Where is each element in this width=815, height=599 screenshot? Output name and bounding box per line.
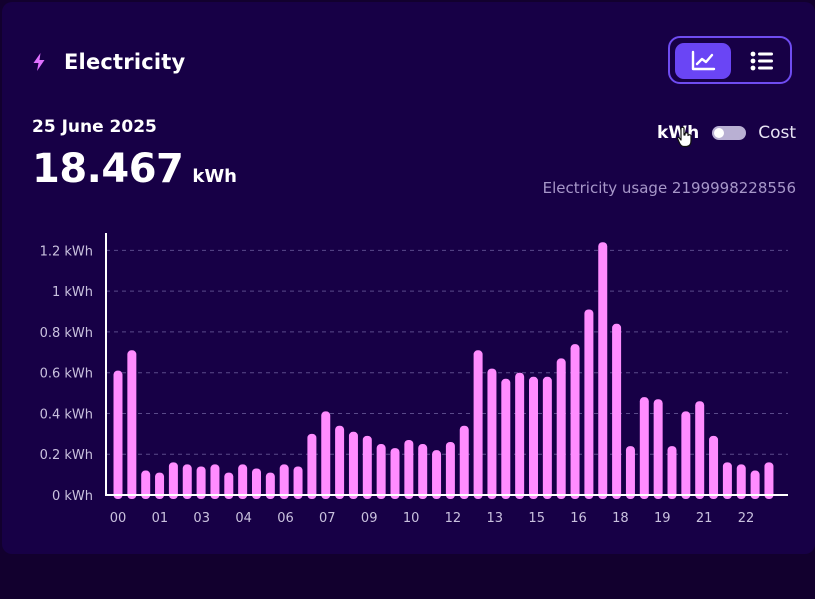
x-tick-label: 07: [319, 511, 336, 526]
usage-bar[interactable]: [764, 462, 774, 499]
y-tick-label: 1.2 kWh: [40, 244, 93, 259]
x-tick-label: 00: [110, 511, 127, 526]
usage-bar[interactable]: [348, 431, 358, 499]
x-tick-label: 04: [235, 511, 252, 526]
list-icon: [750, 51, 773, 71]
lightning-bolt-icon: [33, 53, 45, 71]
usage-bar[interactable]: [210, 464, 220, 499]
usage-bar[interactable]: [695, 401, 705, 499]
list-view-button[interactable]: [734, 43, 790, 79]
usage-bar[interactable]: [736, 464, 746, 499]
x-tick-label: 21: [696, 511, 713, 526]
card-title: Electricity: [64, 50, 186, 74]
usage-bar[interactable]: [584, 309, 594, 500]
usage-bar[interactable]: [362, 435, 372, 499]
x-tick-label: 01: [152, 511, 169, 526]
x-tick-label: 12: [445, 511, 462, 526]
usage-bar[interactable]: [432, 450, 442, 499]
y-tick-label: 0.8 kWh: [40, 326, 93, 341]
card-header: Electricity: [32, 50, 185, 74]
usage-bar[interactable]: [487, 368, 497, 499]
x-tick-label: 15: [528, 511, 545, 526]
usage-bar[interactable]: [390, 448, 400, 499]
usage-bar[interactable]: [612, 323, 622, 499]
x-tick-label: 22: [738, 511, 755, 526]
reading-unit: kWh: [192, 166, 237, 187]
view-toggle: [668, 36, 792, 84]
x-tick-label: 10: [403, 511, 420, 526]
usage-bar[interactable]: [529, 376, 538, 499]
usage-bar[interactable]: [265, 472, 275, 499]
usage-bar[interactable]: [639, 397, 649, 499]
usage-bar[interactable]: [750, 470, 760, 499]
usage-bar[interactable]: [224, 472, 234, 499]
usage-bar[interactable]: [335, 425, 345, 499]
usage-bar[interactable]: [570, 344, 580, 499]
usage-bar[interactable]: [168, 462, 178, 499]
unit-toggle[interactable]: [712, 126, 747, 140]
usage-bar[interactable]: [279, 464, 289, 499]
y-tick-label: 1 kWh: [52, 285, 93, 300]
y-tick-label: 0.6 kWh: [40, 367, 93, 382]
usage-bar[interactable]: [113, 370, 123, 499]
usage-bar[interactable]: [501, 378, 511, 499]
reading-date: 25 June 2025: [32, 117, 157, 137]
usage-bar[interactable]: [252, 468, 261, 500]
usage-bar[interactable]: [709, 435, 719, 499]
reading-value: 18.467: [32, 146, 184, 192]
usage-bar[interactable]: [321, 411, 331, 499]
x-tick-label: 16: [570, 511, 587, 526]
usage-bar[interactable]: [293, 466, 303, 499]
usage-bar[interactable]: [473, 350, 483, 499]
meter-label: Electricity usage 2199998228556: [542, 179, 796, 197]
usage-bar[interactable]: [556, 358, 566, 499]
usage-bar[interactable]: [722, 462, 732, 499]
unit-toggle-knob: [714, 128, 725, 138]
usage-bar[interactable]: [182, 464, 192, 499]
y-tick-label: 0.2 kWh: [40, 448, 93, 463]
y-tick-label: 0 kWh: [52, 489, 93, 504]
line-chart-icon: [691, 50, 716, 71]
usage-bar[interactable]: [681, 411, 691, 499]
x-tick-label: 09: [361, 511, 378, 526]
hand-cursor-icon: [676, 126, 692, 148]
x-tick-label: 18: [612, 511, 629, 526]
x-tick-label: 03: [193, 511, 210, 526]
usage-bar[interactable]: [404, 439, 414, 499]
y-tick-label: 0.4 kWh: [40, 407, 93, 422]
usage-bar[interactable]: [155, 472, 165, 499]
usage-bar[interactable]: [542, 376, 552, 499]
usage-bar[interactable]: [127, 350, 137, 499]
unit-switch-cost-label[interactable]: Cost: [758, 123, 796, 143]
usage-bar[interactable]: [653, 399, 663, 499]
usage-bar[interactable]: [238, 464, 248, 499]
usage-bar[interactable]: [196, 466, 206, 499]
usage-bar[interactable]: [445, 442, 455, 499]
x-tick-label: 19: [654, 511, 671, 526]
usage-bar[interactable]: [141, 470, 151, 499]
usage-bar[interactable]: [459, 425, 469, 499]
usage-bar[interactable]: [418, 444, 428, 499]
chart-view-button[interactable]: [675, 43, 731, 79]
x-tick-label: 06: [277, 511, 294, 526]
reading-total: 18.467 kWh: [32, 146, 237, 192]
x-tick-label: 13: [487, 511, 504, 526]
usage-bar[interactable]: [515, 372, 525, 499]
usage-bar[interactable]: [625, 446, 635, 499]
usage-bar[interactable]: [307, 433, 317, 499]
usage-bar[interactable]: [667, 446, 677, 499]
usage-bar[interactable]: [376, 444, 386, 499]
usage-bar[interactable]: [598, 242, 608, 500]
